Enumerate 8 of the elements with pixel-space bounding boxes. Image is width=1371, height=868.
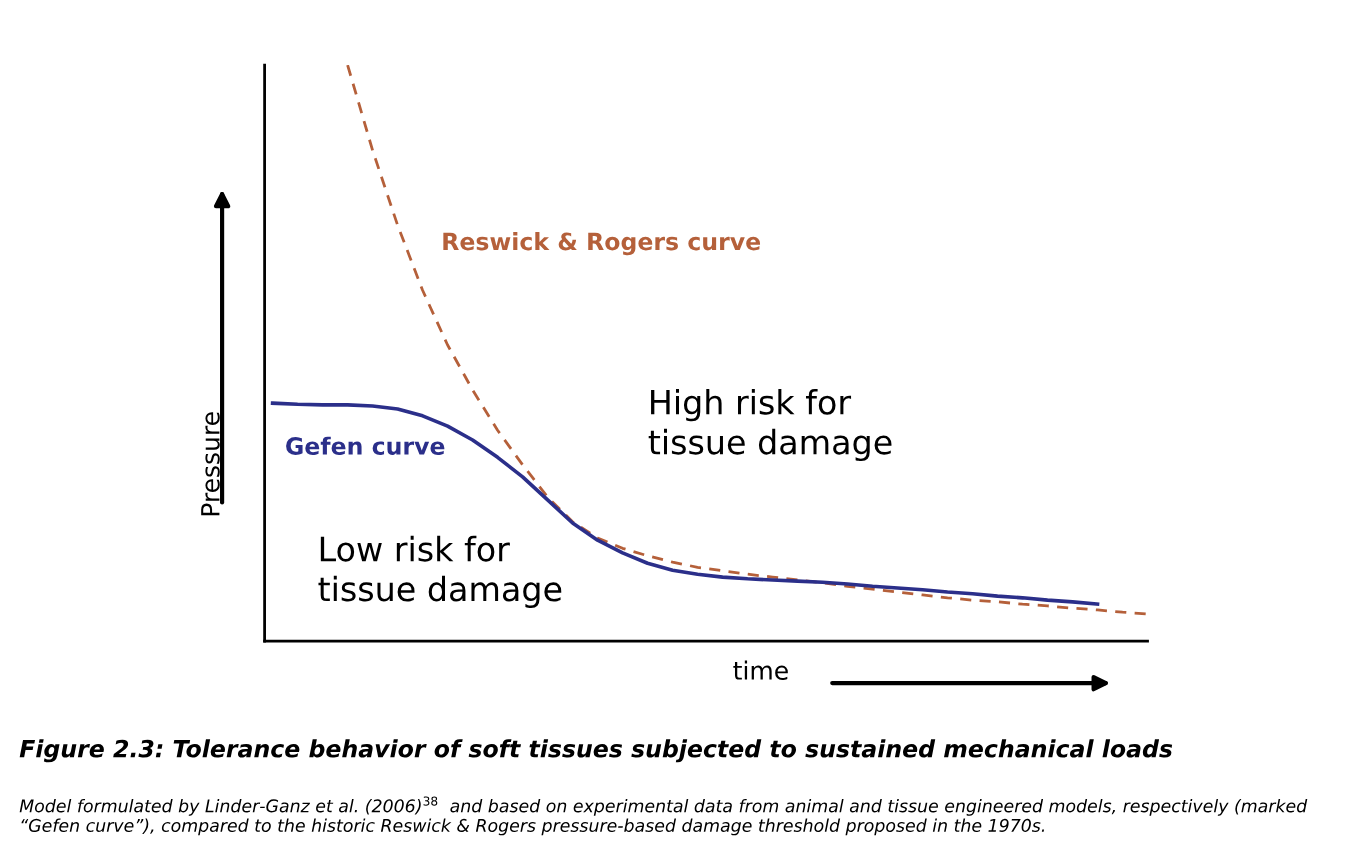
text: Model formulated by Linder-Ganz et al. (2006)$^{38}$ and based on experimental data from animal and tissue engineered models, respectively (marked “Gefen curve”), compared to the historic Reswick & Rogers pressure-based damage threshold proposed in the 1970s.: [19, 796, 1308, 836]
series-label: Reswick & Rogers curve: [443, 232, 761, 256]
series-label: Gefen curve: [286, 436, 445, 455]
text: Figure 2.3: Tolerance behavior of soft tissues subjected to sustained mechanical loads: [19, 739, 1173, 763]
y-axis-title: Pressure: [201, 412, 220, 516]
x-axis-title: time: [733, 660, 788, 680]
annotation: High risk for tissue damage: [648, 388, 892, 462]
annotation: Low risk for tissue damage: [318, 535, 562, 608]
